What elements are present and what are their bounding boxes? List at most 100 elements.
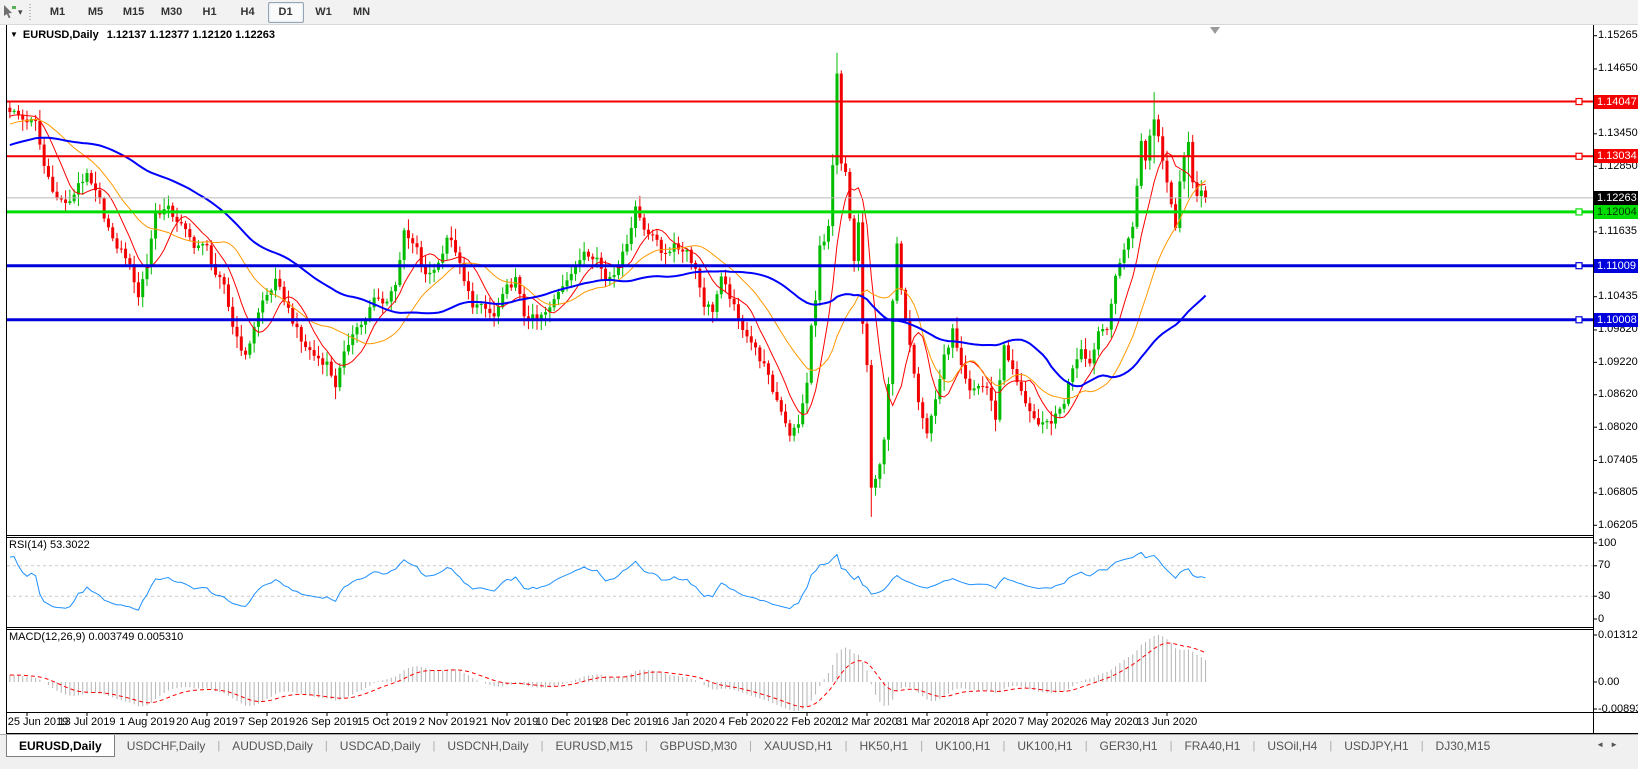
macd-tick-label: -0.008933 (1598, 702, 1638, 715)
price-axis-divider (1593, 24, 1594, 733)
tab-separator: | (920, 740, 924, 752)
chart-symbol-label: EURUSD,Daily (22, 29, 99, 41)
price-badge-1-13034: 1.13034 (1594, 149, 1638, 164)
rsi-tick-label: 0 (1598, 612, 1605, 625)
tab-audusd-daily[interactable]: AUDUSD,Daily (232, 739, 313, 753)
tab-separator: | (1169, 740, 1173, 752)
tab-scroll-right-icon[interactable]: ► (1610, 740, 1624, 749)
rsi-tick-label: 30 (1598, 589, 1611, 602)
timeframe-button-m5[interactable]: M5 (87, 6, 104, 18)
price-tick-label: 1.15265 (1598, 29, 1638, 42)
toolbar-grip (27, 4, 33, 20)
date-label-20-aug-2019: 20 Aug 2019 (176, 716, 238, 728)
candlestick-chart-canvas[interactable] (0, 0, 1638, 734)
tab-usoil-h4[interactable]: USOil,H4 (1267, 739, 1318, 753)
timeframe-buttons: M1 M5 M15 M30 H1 H4 D1 W1 MN (39, 1, 381, 23)
date-label-13-jun-2020: 13 Jun 2020 (1136, 716, 1198, 728)
price-tick-label: 1.13450 (1598, 127, 1638, 140)
price-tick-label: 1.09220 (1598, 355, 1638, 368)
date-label-7-may-2020: 7 May 2020 (1018, 716, 1076, 728)
tab-separator: | (217, 740, 221, 752)
tab-separator: | (432, 740, 436, 752)
tab-gbpusd-m30[interactable]: GBPUSD,M30 (659, 739, 738, 753)
candlestick-series[interactable] (8, 52, 1208, 517)
date-label-7-sep-2019: 7 Sep 2019 (238, 716, 296, 728)
price-badge-1-12263: 1.12263 (1594, 190, 1638, 205)
price-badge-1-11009: 1.11009 (1594, 258, 1638, 273)
timeframe-button-m1[interactable]: M1 (49, 6, 66, 18)
price-tick-label: 1.06205 (1598, 518, 1638, 531)
tab-usdchf-daily[interactable]: USDCHF,Daily (126, 739, 206, 753)
price-badge-1-10008: 1.10008 (1594, 312, 1638, 327)
macd-tick-label: 0.00 (1598, 675, 1620, 688)
tab-xauusd-h1[interactable]: XAUUSD,H1 (763, 739, 833, 753)
tab-fra40-h1[interactable]: FRA40,H1 (1184, 739, 1241, 753)
chart-window-bottom-border (6, 733, 1638, 734)
tab-separator: | (749, 740, 752, 752)
date-label-18-apr-2020: 18 Apr 2020 (957, 716, 1017, 728)
tab-separator: | (1420, 740, 1424, 752)
timeframe-button-h1[interactable]: H1 (202, 6, 217, 18)
rsi-panel-bottom-border (7, 627, 1593, 628)
price-tick-label: 1.10435 (1598, 290, 1638, 303)
price-tick-label: 1.08620 (1598, 388, 1638, 401)
tab-scroll-left-icon[interactable]: ◄ (1596, 740, 1611, 749)
tab-separator: | (540, 740, 544, 752)
timeframe-button-m15[interactable]: M15 (122, 6, 145, 18)
caret-down-icon[interactable]: ▾ (18, 7, 23, 17)
timeframe-button-w1[interactable]: W1 (315, 6, 332, 18)
tab-dj30-m15[interactable]: DJ30,M15 (1435, 739, 1491, 753)
chart-tab-bar: EURUSD,Daily USDCHF,Daily | AUDUSD,Daily | US… (0, 734, 1638, 769)
tab-eurusd-daily[interactable]: EURUSD,Daily (6, 735, 115, 757)
ma-fast-line (9, 114, 1206, 419)
date-label-4-feb-2020: 4 Feb 2020 (719, 716, 775, 728)
tab-hk50-h1[interactable]: HK50,H1 (859, 739, 909, 753)
date-label-12-mar-2020: 12 Mar 2020 (836, 716, 898, 728)
rsi-tick-label: 70 (1598, 559, 1611, 572)
chart-shift-marker[interactable] (1210, 27, 1220, 34)
rsi-tick-label: 100 (1598, 536, 1617, 549)
chart-ohlc-values: 1.12137 1.12377 1.12120 1.12263 (106, 29, 275, 41)
hline-handle-resistance-1[interactable] (1575, 97, 1583, 106)
collapse-triangle-icon[interactable]: ▼ (10, 30, 18, 39)
hline-handle-support-2[interactable] (1575, 262, 1583, 270)
date-label-25-jun-2019: 25 Jun 2019 (7, 716, 69, 728)
date-label-21-nov-2019: 21 Nov 2019 (475, 716, 539, 728)
date-label-1-aug-2019: 1 Aug 2019 (119, 716, 175, 728)
tab-eurusd-m15[interactable]: EURUSD,M15 (555, 739, 633, 753)
chart-title: ▼ EURUSD,Daily 1.12137 1.12377 1.12120 1.1… (10, 29, 275, 41)
macd-panel-resize-handle[interactable] (7, 629, 1593, 630)
rsi-panel-resize-handle[interactable] (7, 537, 1593, 538)
timeframe-button-mn[interactable]: MN (352, 6, 371, 18)
tab-ger30-h1[interactable]: GER30,H1 (1099, 739, 1158, 753)
timeframe-button-d1[interactable]: D1 (267, 1, 304, 23)
tab-usdjpy-h1[interactable]: USDJPY,H1 (1344, 739, 1409, 753)
chart-window-left-border (6, 24, 7, 733)
tab-usdcnh-daily[interactable]: USDCNH,Daily (447, 739, 529, 753)
ma-medium-line (9, 118, 1206, 400)
rsi-indicator-label: RSI(14) 53.3022 (9, 539, 90, 551)
main-panel-bottom-border (7, 535, 1593, 536)
date-label-2-nov-2019: 2 Nov 2019 (418, 716, 476, 728)
timeframe-toolbar: ▾ M1 M5 M15 M30 H1 H4 D1 W1 MN (0, 0, 1638, 25)
ma-slow-line (9, 136, 1207, 388)
price-tick-label: 1.11635 (1598, 225, 1637, 238)
tab-separator: | (324, 740, 328, 752)
hline-handle-support-3[interactable] (1575, 316, 1583, 324)
hline-handle-support-1[interactable] (1575, 208, 1583, 216)
tab-usdcad-daily[interactable]: USDCAD,Daily (339, 739, 421, 753)
price-tick-label: 1.06805 (1598, 486, 1638, 499)
date-label-26-sep-2019: 26 Sep 2019 (295, 716, 359, 728)
date-label-13-jul-2019: 13 Jul 2019 (58, 716, 116, 728)
date-label-26-may-2020: 26 May 2020 (1075, 716, 1139, 728)
macd-histogram (9, 635, 1207, 711)
timeframe-button-h4[interactable]: H4 (240, 6, 255, 18)
tab-uk100-h1[interactable]: UK100,H1 (935, 739, 991, 753)
tab-uk100-h1[interactable]: UK100,H1 (1017, 739, 1073, 753)
hline-handle-resistance-2[interactable] (1575, 152, 1583, 160)
chart-tools-icon[interactable] (1, 4, 17, 20)
timeframe-button-m30[interactable]: M30 (160, 6, 183, 18)
date-label-10-dec-2019: 10 Dec 2019 (535, 716, 599, 728)
price-badge-1-14047: 1.14047 (1594, 94, 1638, 109)
tab-separator: | (1252, 740, 1256, 752)
